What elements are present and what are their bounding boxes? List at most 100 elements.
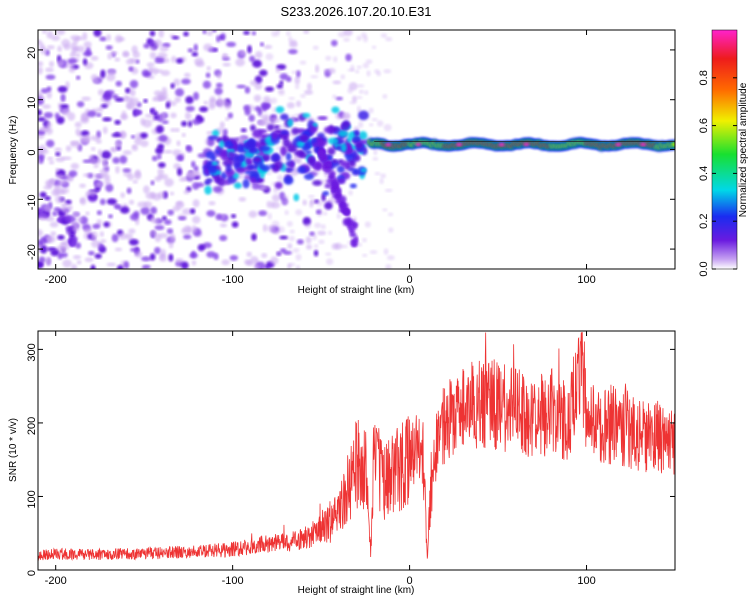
noise-blob bbox=[259, 186, 269, 191]
noise-blob bbox=[132, 180, 138, 184]
noise-blob bbox=[128, 228, 136, 234]
noise-blob bbox=[180, 120, 188, 127]
noise-blob bbox=[158, 134, 168, 143]
y-tick-label: 10 bbox=[26, 97, 38, 109]
noise-blob bbox=[289, 229, 295, 234]
onset-blob bbox=[280, 146, 288, 157]
noise-blob bbox=[340, 74, 346, 80]
noise-blob bbox=[103, 221, 110, 228]
noise-blob bbox=[216, 99, 225, 109]
noise-blob bbox=[206, 210, 216, 217]
noise-blob bbox=[324, 201, 333, 210]
noise-blob bbox=[75, 140, 80, 150]
noise-blob bbox=[46, 30, 54, 39]
onset-blob bbox=[337, 178, 346, 185]
noise-blob bbox=[40, 46, 47, 55]
noise-blob bbox=[42, 30, 47, 34]
noise-blob bbox=[288, 36, 293, 43]
noise-blob bbox=[238, 196, 247, 202]
noise-blob bbox=[261, 253, 268, 258]
noise-blob bbox=[56, 116, 65, 125]
noise-blob bbox=[265, 53, 274, 61]
noise-blob bbox=[336, 212, 341, 219]
onset-blob bbox=[289, 160, 295, 169]
spectrogram-y-ticks: -20 -10 0 10 20 bbox=[26, 47, 675, 260]
noise-blob bbox=[57, 45, 63, 53]
onset-blob bbox=[208, 165, 218, 175]
noise-blob bbox=[109, 51, 119, 55]
noise-blob bbox=[185, 105, 195, 112]
noise-blob bbox=[76, 45, 85, 53]
noise-blob bbox=[193, 91, 200, 101]
noise-blob bbox=[130, 88, 136, 97]
noise-blob bbox=[343, 37, 350, 42]
noise-blob bbox=[185, 145, 191, 151]
noise-blob bbox=[315, 200, 324, 207]
onset-blob bbox=[332, 177, 338, 182]
onset-blob bbox=[336, 187, 342, 195]
noise-blob bbox=[191, 250, 196, 258]
snr-y-ticks: 0 100 200 300 bbox=[26, 343, 675, 576]
noise-blob bbox=[191, 118, 201, 125]
y-tick-label: 100 bbox=[26, 490, 38, 508]
noise-blob bbox=[76, 75, 81, 80]
x-tick-label: 100 bbox=[577, 274, 595, 286]
noise-blob bbox=[356, 96, 363, 100]
noise-blob bbox=[159, 46, 169, 52]
noise-blob bbox=[333, 56, 338, 63]
noise-blob bbox=[90, 55, 99, 61]
noise-blob bbox=[215, 82, 223, 88]
noise-blob bbox=[246, 251, 252, 257]
onset-blob bbox=[271, 131, 279, 140]
onset-blob bbox=[242, 179, 250, 189]
noise-blob bbox=[168, 253, 174, 262]
noise-blob bbox=[360, 32, 367, 38]
noise-blob bbox=[277, 174, 284, 182]
noise-blob bbox=[294, 113, 300, 118]
noise-blob bbox=[163, 149, 173, 154]
noise-blob bbox=[385, 264, 392, 269]
noise-blob bbox=[115, 165, 120, 174]
noise-blob bbox=[386, 255, 395, 261]
noise-blob bbox=[268, 115, 274, 122]
noise-blob bbox=[192, 182, 200, 190]
noise-blob bbox=[111, 133, 122, 138]
noise-blob bbox=[383, 69, 392, 74]
noise-blob bbox=[114, 57, 121, 62]
noise-blob bbox=[95, 181, 103, 187]
colorbar-ticks: 0.0 0.2 0.4 0.6 0.8 bbox=[698, 70, 737, 277]
onset-blob bbox=[336, 165, 345, 173]
noise-blob bbox=[349, 100, 357, 105]
onset-blob bbox=[285, 152, 292, 161]
noise-blob bbox=[38, 159, 41, 163]
noise-blob bbox=[128, 199, 135, 205]
noise-blob bbox=[244, 109, 251, 116]
noise-blob bbox=[371, 45, 377, 50]
onset-blob bbox=[331, 106, 340, 114]
noise-blob bbox=[180, 261, 189, 269]
onset-blob bbox=[354, 141, 364, 149]
noise-blob bbox=[221, 259, 230, 266]
noise-blob bbox=[45, 74, 56, 80]
noise-blob bbox=[46, 86, 52, 92]
noise-blob bbox=[128, 238, 139, 246]
noise-blob bbox=[295, 209, 303, 216]
noise-blob bbox=[219, 121, 225, 129]
noise-blob bbox=[79, 183, 86, 188]
noise-blob bbox=[100, 69, 106, 79]
noise-blob bbox=[106, 198, 117, 205]
noise-blob bbox=[359, 89, 364, 94]
noise-blob bbox=[203, 43, 213, 52]
noise-blob bbox=[331, 243, 339, 250]
noise-blob bbox=[175, 258, 184, 264]
noise-blob bbox=[45, 127, 53, 135]
noise-blob bbox=[122, 50, 130, 57]
onset-blob bbox=[339, 195, 347, 204]
noise-blob bbox=[318, 239, 325, 244]
onset-blob bbox=[341, 120, 351, 130]
noise-blob bbox=[337, 31, 346, 38]
noise-blob bbox=[114, 119, 121, 125]
noise-blob bbox=[39, 127, 48, 132]
noise-blob bbox=[191, 51, 199, 57]
noise-blob bbox=[153, 115, 159, 120]
